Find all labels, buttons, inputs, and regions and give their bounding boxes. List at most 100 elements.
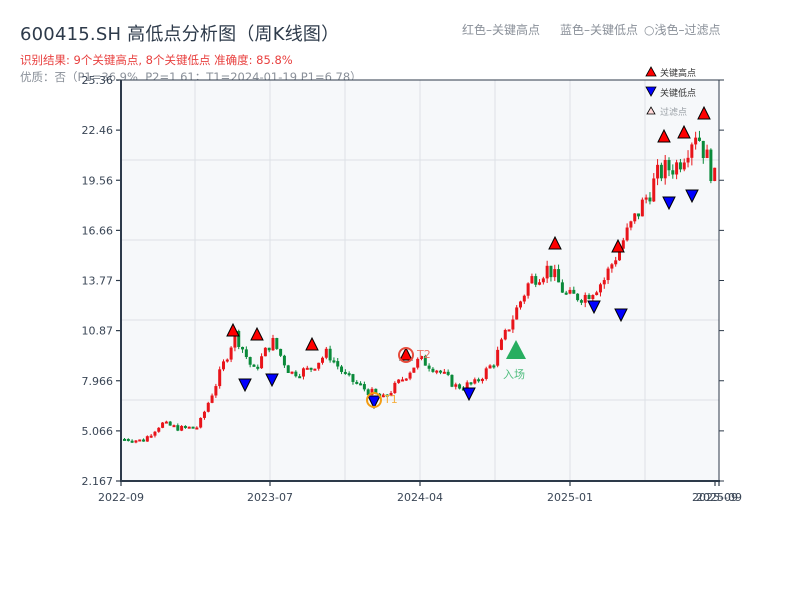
candle-up	[313, 368, 317, 371]
candle-up	[602, 280, 606, 285]
candle-down	[123, 438, 126, 441]
y-tick-label: 19.56	[82, 174, 114, 187]
candle-up	[260, 356, 264, 369]
candle-down	[701, 140, 705, 159]
key-high-marker-icon	[697, 105, 711, 120]
result-summary: 识别结果: 9个关键高点, 8个关键低点 准确度: 85.8%	[20, 53, 293, 67]
candle-up	[705, 149, 709, 159]
x-tick-label: 2025-09	[692, 491, 738, 504]
key-low-marker-icon	[614, 308, 628, 323]
candle-down	[458, 384, 462, 389]
candle-down	[359, 383, 363, 386]
candle-up	[522, 295, 526, 302]
key-low-marker-icon	[685, 189, 699, 204]
candle-up	[301, 368, 305, 377]
candle-up	[499, 339, 503, 350]
candle-up	[545, 265, 549, 279]
candle-down	[347, 373, 351, 376]
candle-up	[157, 427, 161, 432]
candle-up	[526, 283, 530, 296]
candle-up	[507, 329, 511, 332]
chart-legend: 关键高点 关键低点 过滤点	[645, 66, 696, 118]
key-high-marker-icon	[611, 238, 625, 253]
candle-down	[697, 137, 701, 141]
x-axis-ticks: 2022-09 2023-07 2024-04 2025-01 2025-092025-…	[98, 481, 742, 504]
candle-down	[431, 368, 435, 372]
candle-down	[374, 388, 378, 394]
candle-down	[142, 439, 146, 442]
candle-down	[469, 382, 473, 385]
candle-up	[161, 422, 165, 428]
candle-down	[560, 282, 564, 293]
legend-low-label: 关键低点	[660, 87, 696, 99]
candle-down	[362, 384, 366, 390]
candle-up	[690, 144, 694, 158]
candle-down	[183, 425, 187, 428]
candle-down	[709, 149, 713, 182]
color-legend: 红色–关键高点 蓝色–关键低点 ○浅色–过滤点	[462, 21, 721, 38]
candle-down	[275, 337, 279, 349]
x-tick-label: 2023-07	[247, 491, 293, 504]
candle-up	[397, 379, 401, 383]
candle-up	[134, 440, 138, 443]
candle-down	[168, 421, 172, 426]
candle-up	[519, 301, 522, 308]
candle-up	[412, 367, 416, 373]
key-low-marker-icon	[367, 395, 381, 410]
candle-up	[598, 284, 602, 293]
candle-down	[355, 381, 359, 384]
candle-down	[423, 356, 427, 366]
candle-up	[389, 392, 393, 396]
candle-down	[564, 292, 568, 295]
candle-down	[549, 265, 553, 278]
candle-up	[400, 379, 404, 382]
entry-label: 入场	[503, 367, 525, 381]
candle-up	[187, 426, 191, 429]
candle-down	[579, 300, 583, 303]
candle-up	[694, 137, 698, 145]
candle-up	[404, 378, 408, 381]
candle-down	[439, 370, 443, 373]
candle-down	[492, 365, 496, 368]
candle-down	[427, 365, 431, 369]
legend-high-icon	[645, 66, 657, 77]
candle-up	[263, 347, 267, 357]
candle-up	[503, 329, 507, 340]
candle-up	[229, 347, 233, 360]
y-tick-label: 25.36	[82, 74, 114, 87]
candle-down	[130, 440, 134, 443]
candle-down	[659, 164, 663, 179]
x-tick-label: 2024-04	[397, 491, 443, 504]
candle-up	[686, 157, 690, 163]
candle-down	[309, 367, 313, 370]
candle-up	[465, 382, 469, 389]
candle-up	[644, 197, 648, 200]
candle-down	[667, 160, 671, 171]
candle-up	[621, 240, 625, 249]
candle-down	[298, 376, 302, 379]
candle-up	[625, 227, 629, 241]
candle-down	[336, 361, 340, 367]
legend-low-icon	[645, 86, 657, 97]
candle-up	[321, 357, 324, 363]
candle-up	[290, 371, 294, 374]
candle-down	[241, 346, 245, 350]
candle-up	[214, 386, 218, 396]
candle-up	[164, 421, 168, 424]
candle-up	[180, 425, 184, 431]
marker-layer	[226, 105, 711, 410]
candle-up	[370, 388, 374, 396]
y-tick-label: 7.966	[82, 375, 114, 388]
grid-lines	[121, 80, 719, 481]
candle-up	[640, 199, 644, 217]
candle-up	[629, 221, 633, 228]
candle-up	[153, 431, 157, 436]
candle-up	[145, 436, 149, 442]
candle-up	[682, 162, 686, 170]
key-high-marker-icon	[677, 124, 691, 139]
candle-down	[648, 197, 652, 202]
candle-down	[343, 371, 347, 374]
candle-up	[199, 417, 203, 428]
legend-red-text: 红色–关键高点	[462, 23, 541, 37]
legend-blue-text: 蓝色–关键低点	[560, 23, 639, 37]
